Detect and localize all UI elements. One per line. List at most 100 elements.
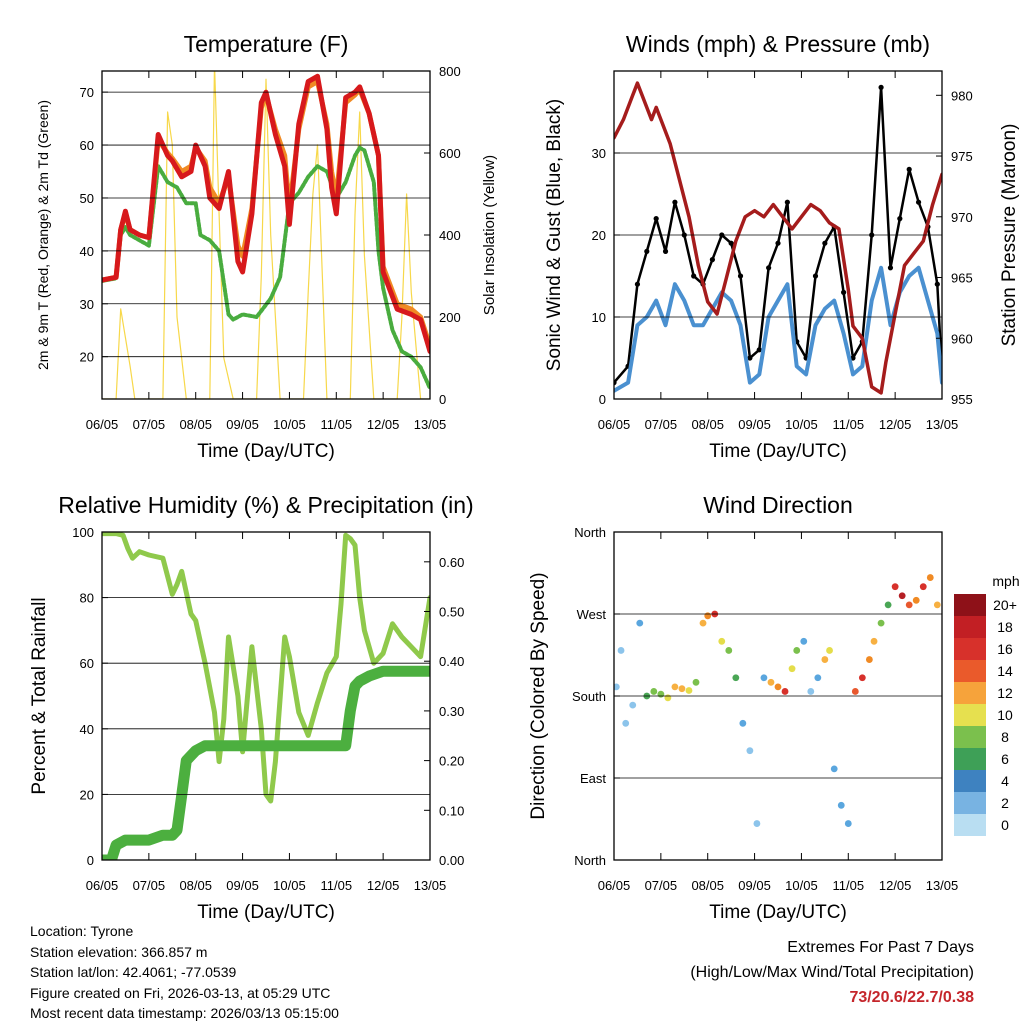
direction-xtick-label: 10/05 — [785, 878, 818, 893]
direction-point — [732, 674, 740, 682]
temperature-ytick-label: 50 — [80, 191, 94, 206]
winds-y2tick-label: 975 — [951, 149, 973, 164]
humidity-ytick-label: 60 — [80, 656, 94, 671]
humidity-y2tick-label: 0.50 — [439, 605, 464, 620]
direction-xtick-label: 12/05 — [879, 878, 912, 893]
direction-ytick-label: North — [574, 525, 606, 540]
winds-xlabel: Time (Day/UTC) — [709, 441, 847, 462]
direction-point — [844, 820, 852, 827]
temperature-ytick-label: 30 — [80, 297, 94, 312]
legend-label: 20+ — [993, 597, 1017, 613]
station-elevation: Station elevation: 366.857 m — [30, 943, 208, 960]
direction-ytick-label: West — [577, 607, 607, 622]
legend-label: 8 — [1001, 729, 1009, 745]
direction-title: Wind Direction — [703, 492, 853, 518]
direction-point — [821, 656, 829, 663]
winds-y2tick-label: 965 — [951, 271, 973, 286]
direction-xlabel: Time (Day/UTC) — [709, 902, 847, 923]
temperature-y2tick-label: 200 — [439, 310, 461, 325]
station-location: Location: Tyrone — [30, 923, 134, 939]
legend-swatch — [954, 594, 986, 616]
direction-point — [851, 688, 859, 695]
legend-label: 16 — [997, 641, 1013, 657]
temperature-y2tick-label: 600 — [439, 146, 461, 161]
winds-xtick-label: 11/05 — [832, 417, 864, 432]
winds-xtick-label: 13/05 — [926, 417, 959, 432]
humidity-y2tick-label: 0.30 — [439, 704, 464, 719]
direction-point — [800, 637, 808, 645]
extremes-subtitle: (High/Low/Max Wind/Total Precipitation) — [690, 964, 974, 981]
legend-swatch — [954, 814, 986, 836]
legend-label: 0 — [1001, 817, 1009, 833]
humidity-frame — [101, 531, 431, 861]
direction-xtick-label: 09/05 — [738, 878, 771, 893]
humidity-y2tick-label: 0.10 — [439, 803, 464, 818]
gust-line — [614, 86, 942, 384]
winds-y2tick-label: 955 — [951, 392, 973, 407]
direction-point — [718, 637, 726, 645]
humidity-xtick-label: 07/05 — [133, 878, 166, 893]
legend-swatch — [954, 638, 986, 660]
temperature-xtick-label: 07/05 — [133, 417, 166, 432]
temperature-xtick-label: 10/05 — [273, 417, 306, 432]
direction-point — [622, 719, 630, 727]
direction-point — [891, 583, 899, 591]
winds-y2tick-label: 970 — [951, 210, 973, 225]
winds-ytick-label: 30 — [592, 146, 606, 161]
direction-point — [699, 619, 707, 627]
direction-ytick-label: North — [574, 853, 606, 868]
direction-point — [657, 690, 665, 698]
legend-label: 14 — [997, 663, 1013, 679]
direction-xtick-label: 08/05 — [691, 878, 724, 893]
legend-swatch — [954, 682, 986, 704]
humidity-xtick-label: 09/05 — [226, 878, 259, 893]
winds-xtick-label: 10/05 — [785, 417, 818, 432]
direction-point — [858, 674, 866, 682]
temperature-xtick-label: 13/05 — [414, 417, 447, 432]
temperature-title: Temperature (F) — [184, 31, 349, 57]
station-latlon: Station lat/lon: 42.4061; -77.0539 — [30, 964, 237, 980]
direction-point — [774, 683, 782, 691]
winds-title: Winds (mph) & Pressure (mb) — [626, 31, 930, 57]
humidity-ylabel: Percent & Total Rainfall — [29, 597, 50, 794]
direction-point — [739, 719, 747, 727]
temperature-xtick-label: 08/05 — [179, 417, 212, 432]
legend-label: 4 — [1001, 773, 1009, 789]
humidity-ytick-label: 40 — [80, 722, 94, 737]
direction-point — [753, 820, 761, 827]
direction-point — [650, 688, 658, 695]
direction-xtick-label: 11/05 — [832, 878, 864, 893]
temperature-ylabel: 2m & 9m T (Red, Orange) & 2m Td (Green) — [35, 100, 51, 370]
recent-timestamp: Most recent data timestamp: 2026/03/13 0… — [30, 1005, 339, 1021]
legend-title: mph — [992, 573, 1019, 589]
winds-xtick-label: 06/05 — [598, 417, 631, 432]
direction-point — [704, 612, 712, 620]
direction-point — [725, 647, 733, 654]
direction-point — [664, 694, 672, 702]
humidity-y2tick-label: 0.00 — [439, 853, 464, 868]
station-info: Location: Tyrone Station elevation: 366.… — [30, 921, 339, 1024]
winds-y2tick-label: 960 — [951, 331, 973, 346]
humidity-ytick-label: 20 — [80, 787, 94, 802]
temperature-y2tick-label: 800 — [439, 64, 461, 79]
temp-2m-line — [102, 73, 430, 354]
legend-label: 6 — [1001, 751, 1009, 767]
figure-created: Figure created on Fri, 2026-03-13, at 05… — [30, 984, 331, 1001]
direction-point — [865, 656, 873, 663]
direction-point — [807, 688, 815, 695]
direction-point — [919, 583, 927, 591]
legend-label: 10 — [997, 707, 1013, 723]
temperature-y2label: Solar Insolation (Yellow) — [481, 155, 498, 315]
pressure-line — [614, 81, 942, 395]
direction-point — [767, 678, 775, 686]
direction-point — [826, 647, 833, 654]
direction-point — [781, 688, 789, 695]
temperature-xtick-label: 12/05 — [367, 417, 400, 432]
direction-point — [671, 683, 679, 691]
direction-ytick-label: South — [572, 689, 606, 704]
direction-xtick-label: 06/05 — [598, 878, 631, 893]
temperature-ytick-label: 60 — [80, 138, 94, 153]
direction-point — [617, 647, 625, 654]
direction-point — [912, 596, 920, 604]
